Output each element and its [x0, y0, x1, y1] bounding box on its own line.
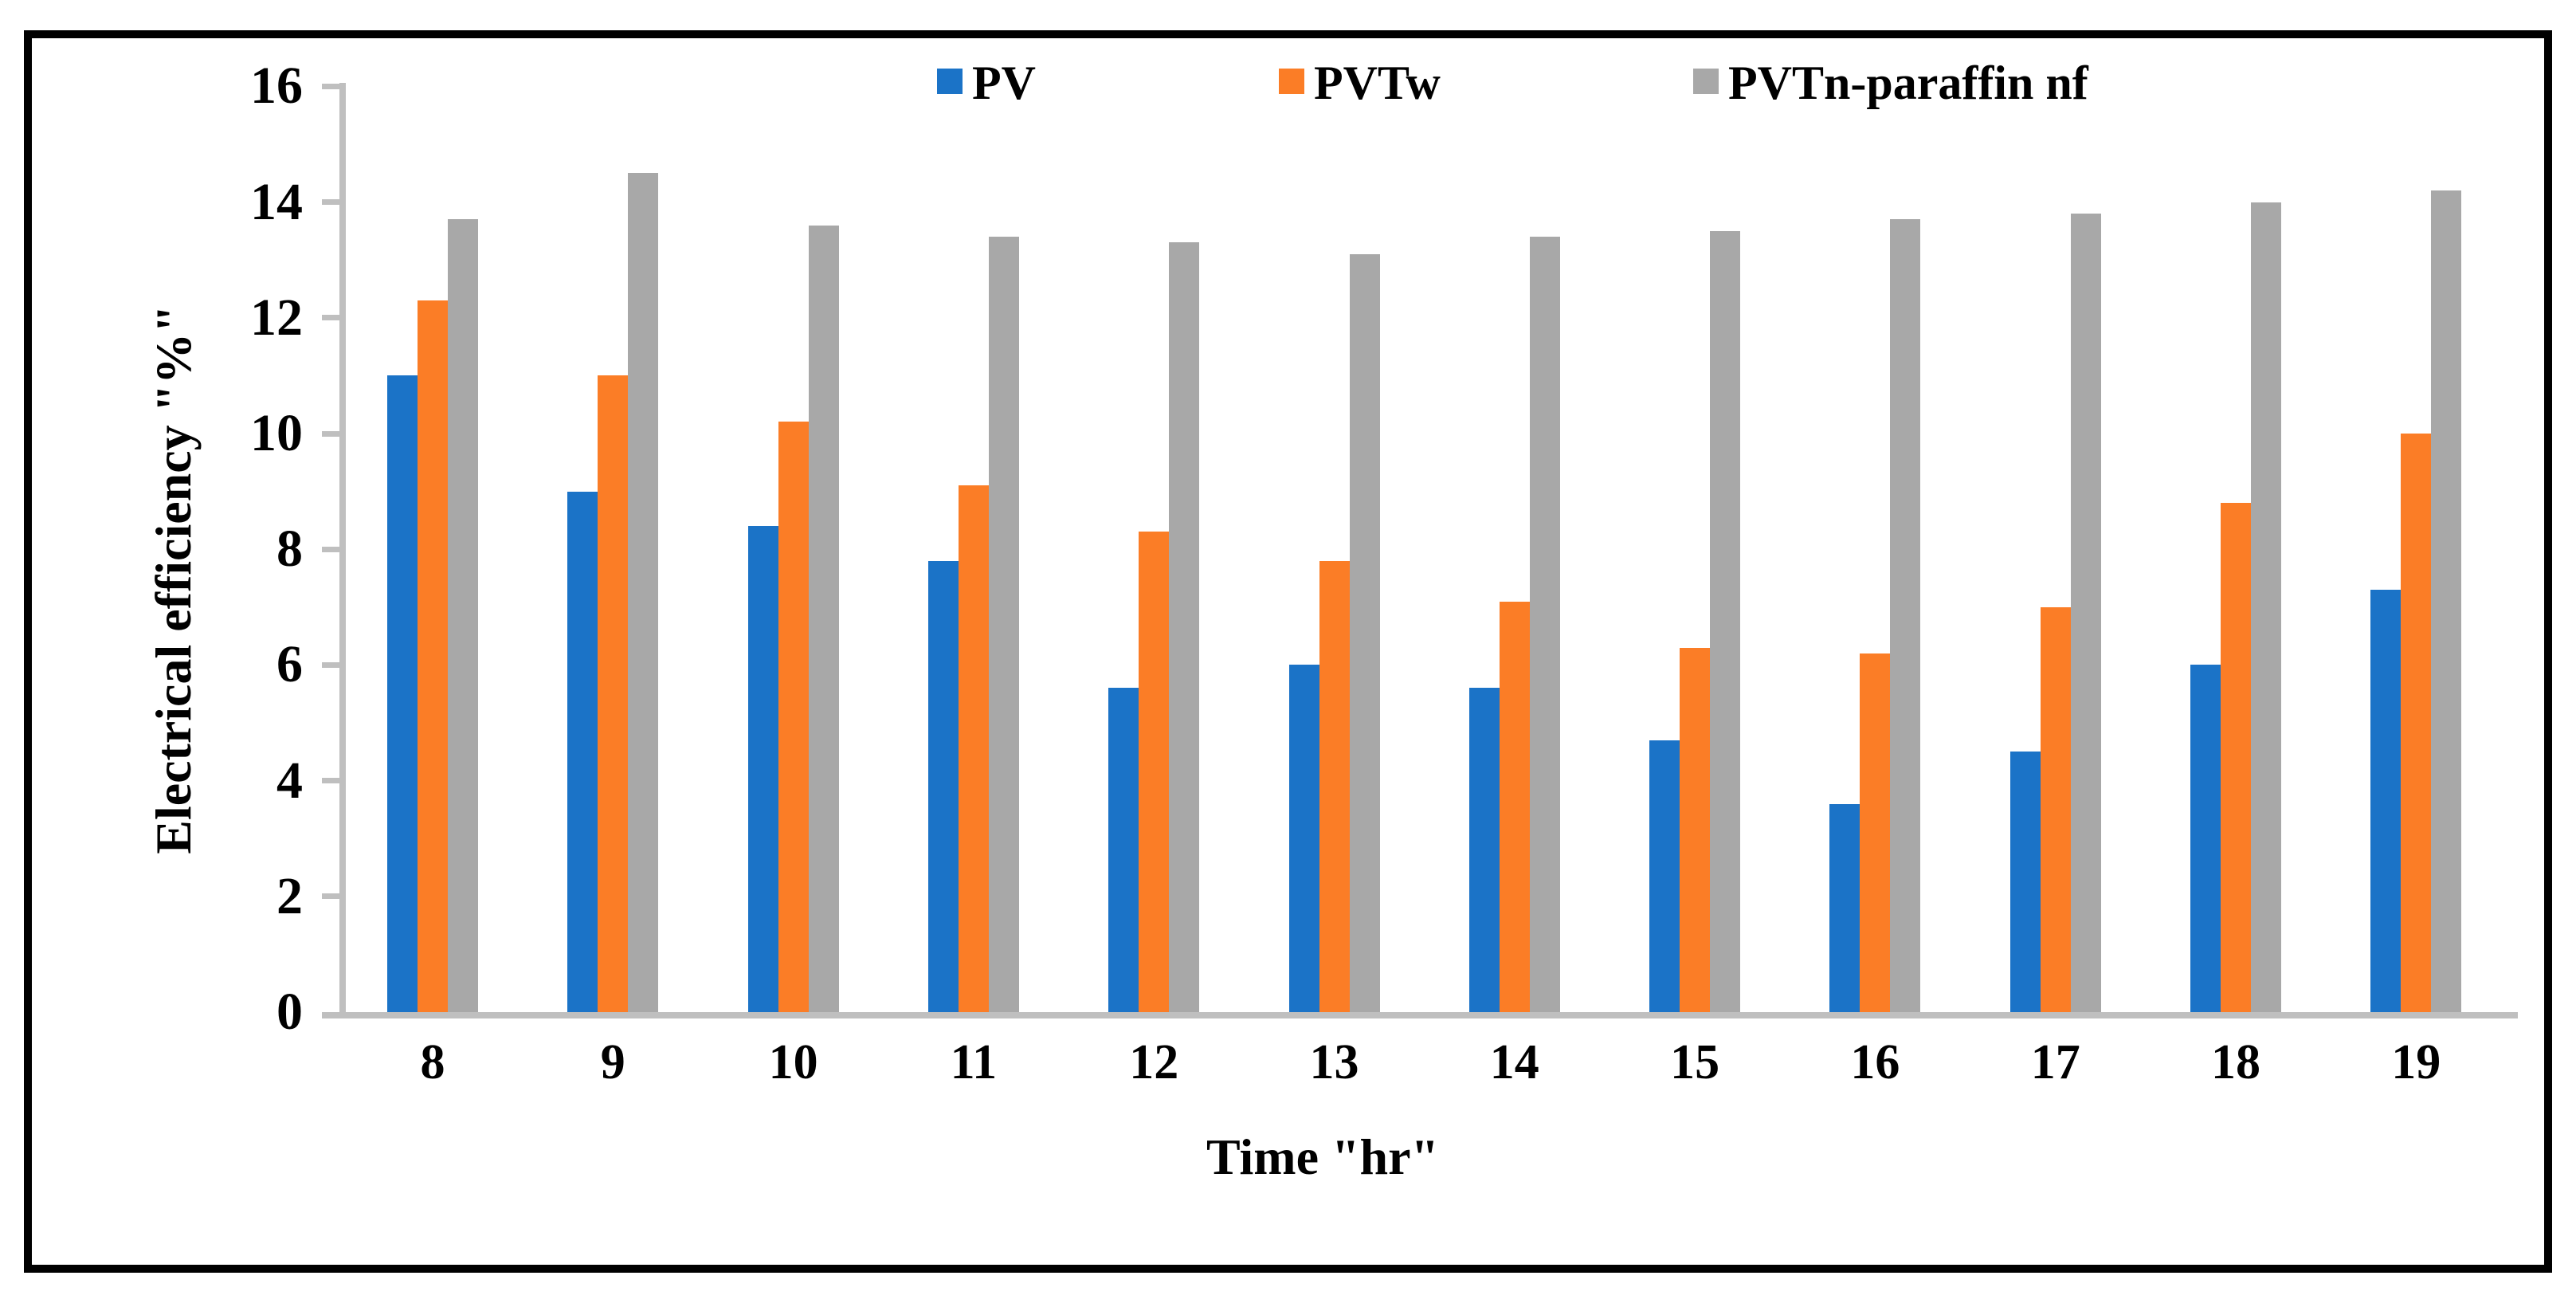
legend-label-pv: PV — [972, 57, 1036, 109]
x-tick-label-9: 9 — [600, 1035, 625, 1089]
x-tick-label-17: 17 — [2030, 1035, 2080, 1089]
bar-PVTw-18 — [2221, 503, 2251, 1012]
legend-swatch-pvtw — [1279, 69, 1304, 94]
bar-PV-10 — [747, 526, 778, 1012]
bar-PVTw-8 — [418, 300, 448, 1012]
x-tick-label-16: 16 — [1850, 1035, 1900, 1089]
x-tick-label-15: 15 — [1670, 1035, 1720, 1089]
y-tick-mark-16 — [322, 83, 343, 89]
bar-PV-9 — [567, 491, 598, 1012]
bar-PVTw-15 — [1680, 647, 1711, 1012]
x-axis-title: Time "hr" — [1206, 1128, 1440, 1185]
bar-PVTn-paraffin-nf-13 — [1349, 253, 1380, 1012]
x-tick-label-13: 13 — [1309, 1035, 1359, 1089]
y-tick-mark-14 — [322, 199, 343, 206]
bar-PV-11 — [927, 560, 959, 1012]
y-tick-label-8: 8 — [276, 520, 303, 579]
x-tick-label-10: 10 — [768, 1035, 818, 1089]
bar-PVTn-paraffin-nf-12 — [1169, 242, 1200, 1012]
bar-PVTn-paraffin-nf-16 — [1890, 219, 1921, 1012]
y-tick-label-14: 14 — [250, 172, 303, 231]
bar-PVTn-paraffin-nf-11 — [988, 237, 1019, 1012]
x-tick-label-8: 8 — [420, 1035, 445, 1089]
bar-PVTw-19 — [2401, 434, 2432, 1012]
y-tick-mark-6 — [322, 661, 343, 668]
x-axis-line — [322, 1012, 2518, 1018]
y-axis-line — [339, 83, 346, 1018]
y-tick-label-10: 10 — [250, 404, 303, 462]
x-tick-label-14: 14 — [1489, 1035, 1539, 1089]
bar-PV-8 — [387, 375, 418, 1012]
bar-PV-19 — [2370, 590, 2402, 1012]
bar-PVTw-11 — [958, 485, 989, 1012]
y-tick-mark-12 — [322, 315, 343, 321]
bar-PVTw-14 — [1499, 601, 1530, 1012]
bar-PVTn-paraffin-nf-17 — [2070, 214, 2101, 1012]
x-tick-label-12: 12 — [1129, 1035, 1179, 1089]
bar-PVTw-16 — [1860, 653, 1891, 1012]
bar-PVTw-10 — [778, 422, 809, 1012]
bar-PV-17 — [2009, 752, 2041, 1012]
x-tick-label-18: 18 — [2211, 1035, 2260, 1089]
y-tick-label-16: 16 — [250, 57, 303, 116]
y-tick-mark-4 — [322, 778, 343, 784]
bar-PVTw-13 — [1319, 560, 1350, 1012]
bar-PV-15 — [1649, 740, 1680, 1012]
y-tick-label-0: 0 — [276, 983, 303, 1041]
legend-label-pvtw: PVTw — [1314, 57, 1441, 109]
bar-PV-12 — [1108, 688, 1139, 1012]
y-tick-mark-2 — [322, 893, 343, 900]
bar-PVTw-9 — [598, 375, 629, 1012]
y-tick-label-4: 4 — [276, 751, 303, 810]
y-tick-label-6: 6 — [276, 635, 303, 694]
bar-PVTn-paraffin-nf-8 — [448, 219, 478, 1012]
bar-PV-13 — [1288, 665, 1319, 1012]
bar-PVTn-paraffin-nf-15 — [1710, 230, 1741, 1012]
bar-PVTn-paraffin-nf-10 — [808, 225, 839, 1012]
bar-PVTn-paraffin-nf-18 — [2251, 202, 2281, 1012]
bar-PV-16 — [1829, 803, 1860, 1012]
bar-PVTw-12 — [1139, 532, 1170, 1012]
bar-PVTn-paraffin-nf-14 — [1529, 237, 1560, 1012]
y-tick-mark-8 — [322, 546, 343, 552]
bar-PVTn-paraffin-nf-19 — [2431, 190, 2462, 1012]
bar-PV-14 — [1468, 688, 1500, 1012]
y-tick-label-12: 12 — [250, 288, 303, 347]
legend-label-pvtn: PVTn-paraffin nf — [1728, 57, 2088, 109]
bar-PVTn-paraffin-nf-9 — [628, 173, 659, 1012]
x-tick-label-11: 11 — [950, 1035, 998, 1089]
x-tick-label-19: 19 — [2391, 1035, 2441, 1089]
legend-swatch-pv — [937, 69, 963, 94]
y-tick-label-2: 2 — [276, 866, 303, 925]
bar-PVTw-17 — [2040, 606, 2071, 1012]
y-tick-mark-10 — [322, 430, 343, 437]
legend-swatch-pvtn — [1693, 69, 1719, 94]
bar-PV-18 — [2190, 665, 2221, 1012]
